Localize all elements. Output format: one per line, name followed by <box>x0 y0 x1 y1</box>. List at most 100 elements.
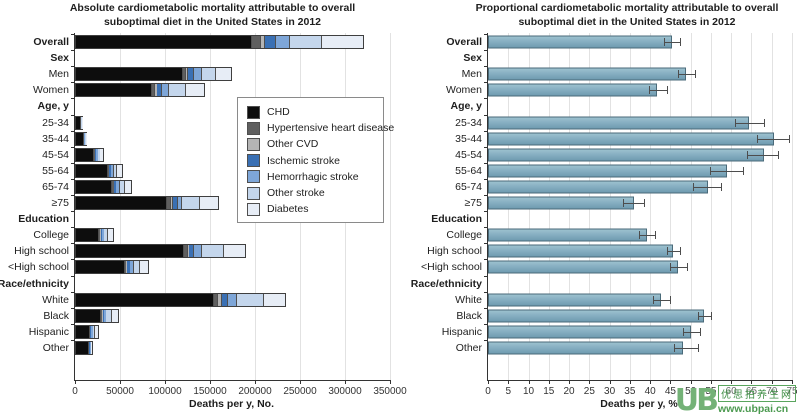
bar-segment <box>129 261 134 274</box>
chart-row: 65-74 <box>42 178 390 195</box>
group-header-label: Sex <box>50 52 69 65</box>
y-axis-tick <box>71 146 75 148</box>
watermark-site-name: 优思拍养生网 <box>718 385 796 402</box>
y-axis-tick <box>484 114 488 116</box>
error-bar-cap <box>710 311 712 320</box>
error-bar-cap <box>757 134 759 143</box>
y-axis-tick <box>71 307 75 309</box>
axis-tick <box>548 380 550 384</box>
row-label: ≥75 <box>51 197 69 210</box>
watermark: UB 优思拍养生网 www.ubpai.cn <box>675 385 796 415</box>
gridline <box>670 33 672 380</box>
row-label: College <box>446 229 482 242</box>
bar-segment <box>182 68 186 81</box>
bar-segment <box>170 197 174 210</box>
row-label: <High school <box>421 261 482 274</box>
row-label: 25-34 <box>42 116 69 129</box>
group-header-row: Education <box>431 211 792 227</box>
legend-item: Other CVD <box>247 136 383 152</box>
bar-segment <box>76 341 89 354</box>
bar-segment <box>76 245 184 258</box>
chart-row: High school <box>427 243 792 259</box>
y-axis-tick <box>71 339 75 341</box>
axis-tick <box>710 380 712 384</box>
bar-segment <box>92 325 96 338</box>
y-axis-tick <box>484 243 488 245</box>
error-bar <box>653 299 670 301</box>
bar-segment <box>224 245 245 258</box>
error-bar <box>670 267 687 269</box>
error-bar <box>692 186 722 188</box>
row-label: White <box>455 293 482 306</box>
stacked-bar <box>75 147 104 162</box>
error-bar-cap <box>699 327 701 336</box>
axis-tick-label: 60 <box>725 386 737 397</box>
bar-segment <box>322 36 363 49</box>
y-axis-tick <box>71 227 75 229</box>
axis-tick <box>569 380 571 384</box>
bar-segment <box>107 164 109 177</box>
y-axis-tick <box>71 243 75 245</box>
value-bar <box>488 83 658 97</box>
stacked-bar <box>75 260 149 275</box>
y-axis-tick <box>71 114 75 116</box>
y-axis-tick <box>71 82 75 84</box>
row-label: 35-44 <box>42 132 69 145</box>
bar-segment <box>168 84 187 97</box>
stacked-bar <box>75 67 232 82</box>
chart-row: 25-34 <box>455 114 792 131</box>
stacked-bar <box>75 179 133 194</box>
error-bar-cap <box>673 343 675 352</box>
chart-row: ≥75 <box>52 195 390 211</box>
y-axis-tick <box>484 50 488 52</box>
row-label: 45-54 <box>455 148 482 161</box>
bar-segment <box>215 68 231 81</box>
chart-row: White <box>42 291 390 308</box>
axis-tick <box>120 380 121 384</box>
group-header-label: Education <box>18 213 69 226</box>
legend-item: Other stroke <box>247 185 383 201</box>
axis-tick <box>650 380 652 384</box>
error-bar-cap <box>639 231 641 240</box>
bar-segment <box>193 68 203 81</box>
bar-segment <box>106 309 112 322</box>
bar-segment <box>166 197 171 210</box>
chart-row: 45-54 <box>42 146 390 163</box>
bar-segment <box>99 229 101 242</box>
bar-segment <box>76 148 94 161</box>
bar-segment <box>187 245 190 258</box>
axis-tick-label: 0 <box>72 386 78 397</box>
axis-tick <box>528 380 530 384</box>
chart-row: Men <box>49 66 390 82</box>
bar-segment <box>116 180 120 193</box>
axis-tick-label: 0 <box>485 386 491 397</box>
error-bar-cap <box>677 70 679 79</box>
bar-segment <box>173 197 178 210</box>
bar-segment <box>76 309 101 322</box>
value-bar <box>488 309 705 323</box>
axis-tick-label: 250000 <box>283 386 317 397</box>
bar-segment <box>76 164 108 177</box>
error-bar-cap <box>664 38 666 47</box>
legend-label: Hypertensive heart disease <box>267 122 395 135</box>
gridline <box>710 33 712 380</box>
error-bar-cap <box>622 199 624 208</box>
proportional-chart-panel: Proportional cardiometabolic mortality a… <box>400 0 797 416</box>
axis-tick <box>165 380 166 384</box>
bar-segment <box>185 68 189 81</box>
error-bar <box>639 235 656 237</box>
chart-row: Black <box>456 307 792 324</box>
bar-segment <box>252 36 261 49</box>
bar-segment <box>90 325 92 338</box>
error-bar-cap <box>680 38 682 47</box>
stacked-bar <box>75 292 286 307</box>
gridline <box>390 33 391 380</box>
bar-segment <box>102 309 103 322</box>
row-label: Overall <box>33 36 69 49</box>
y-axis-tick <box>71 259 75 261</box>
stacked-bar <box>75 131 88 146</box>
legend-swatch <box>247 170 260 184</box>
bar-segment <box>214 293 219 306</box>
watermark-site-url: www.ubpai.cn <box>718 403 789 415</box>
error-bar-cap <box>653 295 655 304</box>
